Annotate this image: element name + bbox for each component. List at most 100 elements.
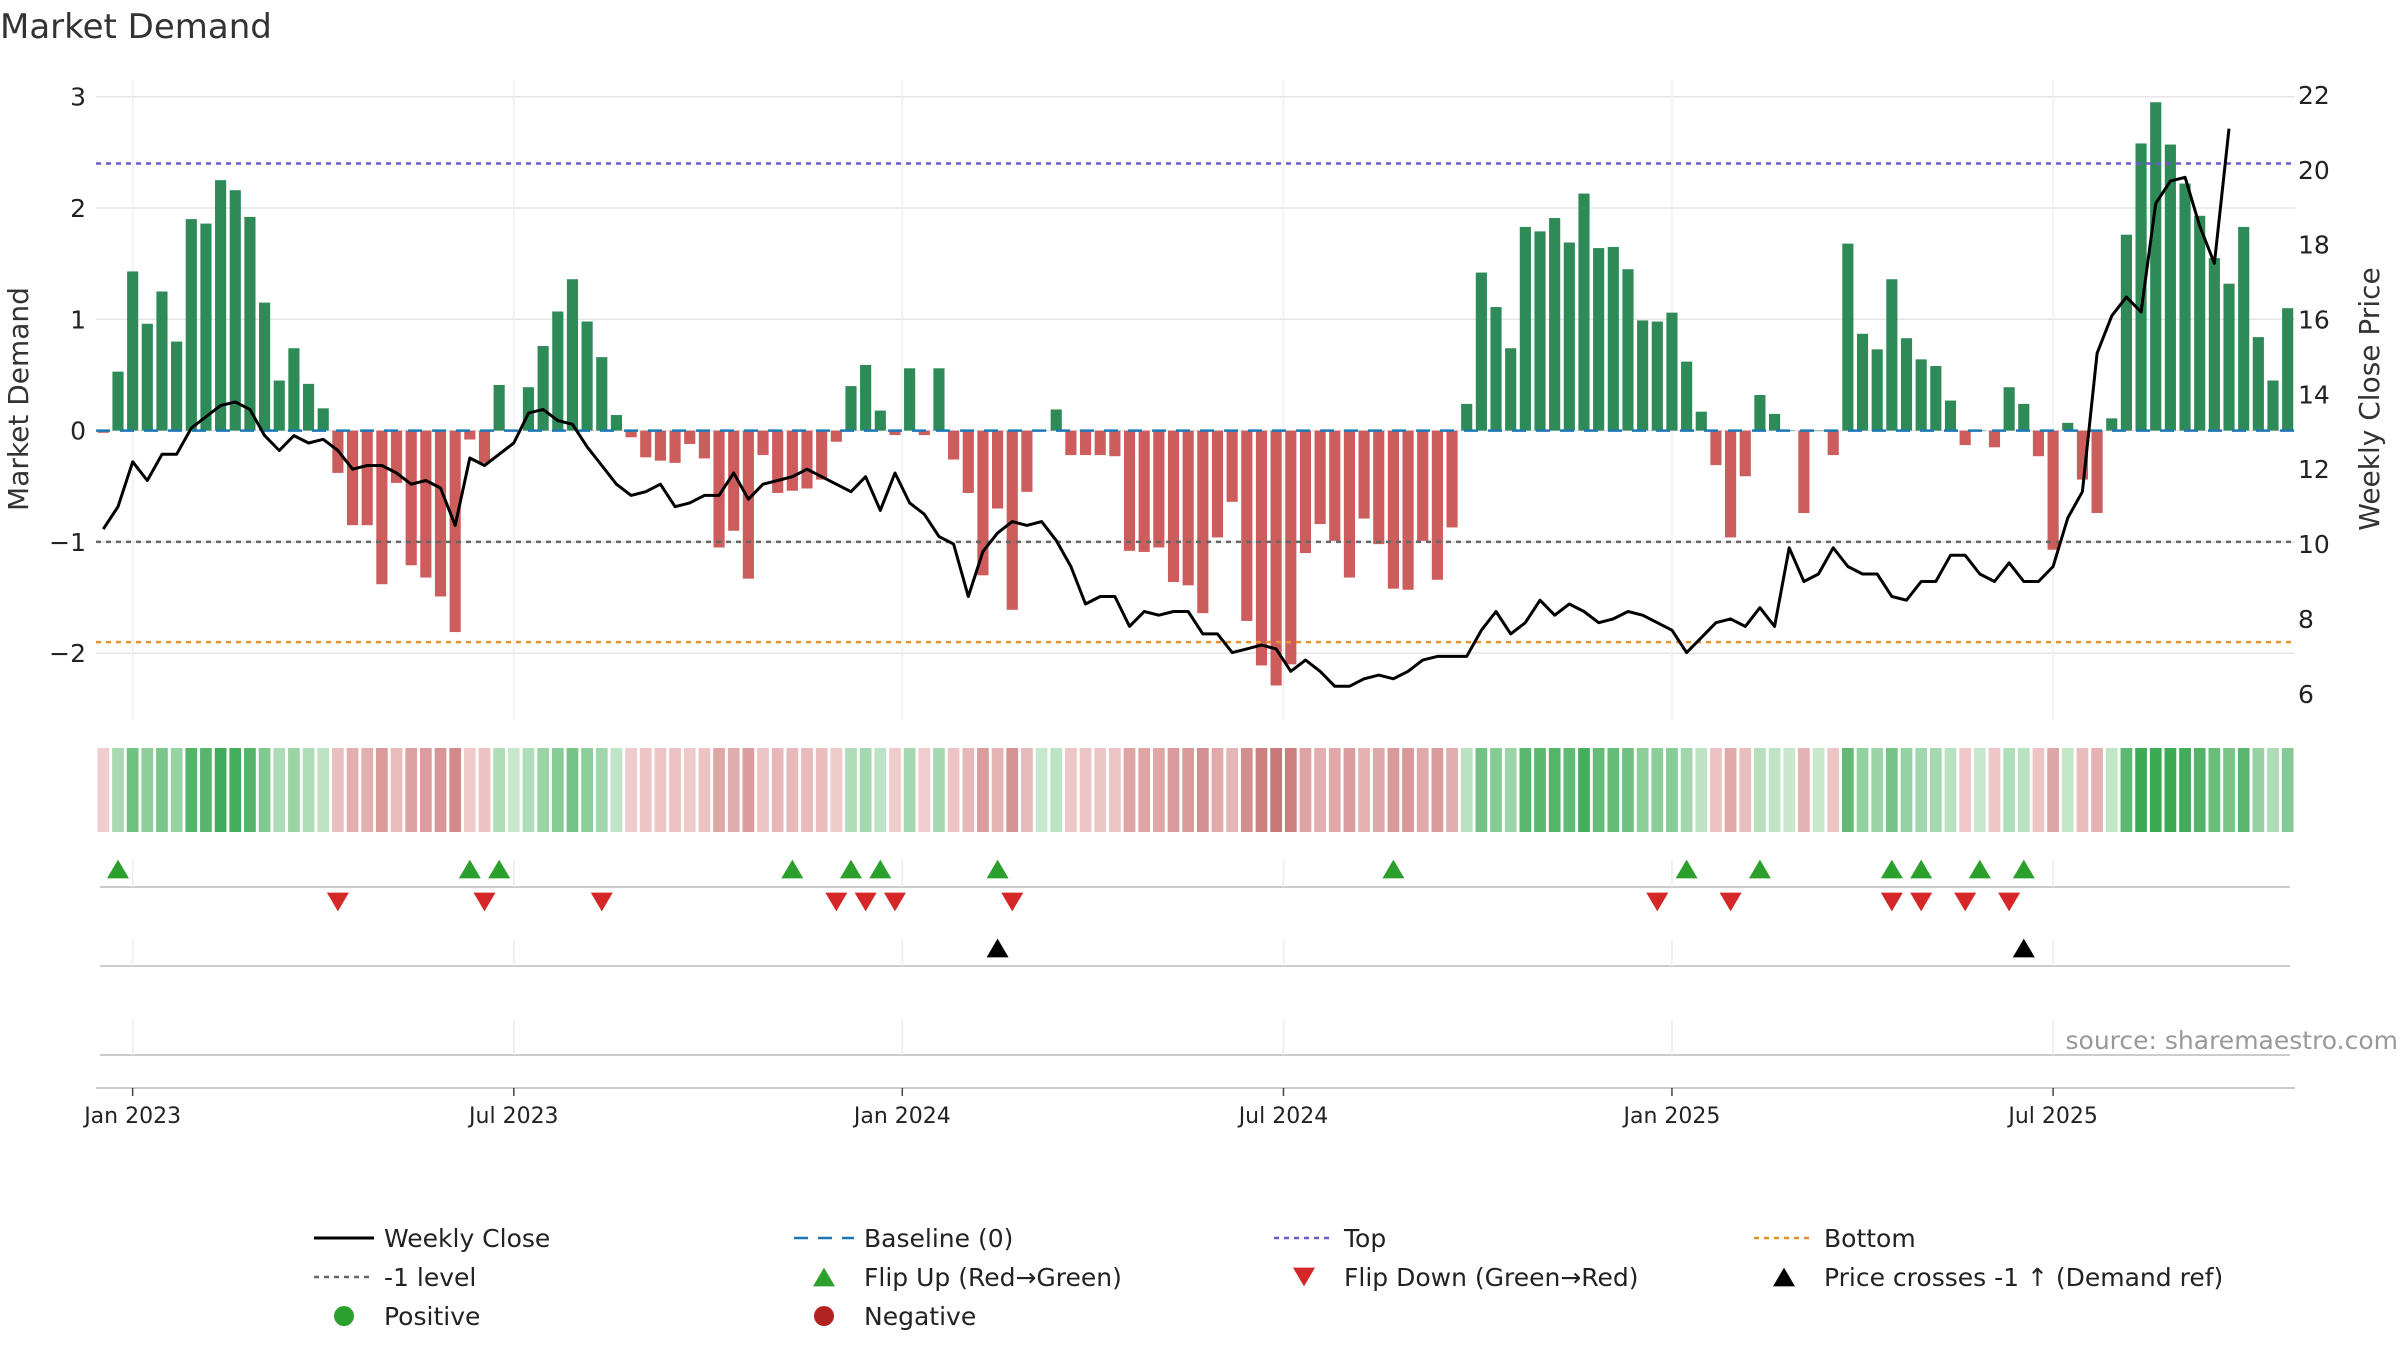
demand-bar (1211, 430, 1224, 538)
heat-cell (771, 748, 784, 832)
legend-label: -1 level (384, 1263, 476, 1292)
demand-bar (933, 368, 945, 431)
heat-cell (493, 748, 506, 832)
demand-bar (1651, 321, 1663, 431)
demand-bar (2062, 422, 2074, 431)
heat-cell (1079, 748, 1092, 832)
heat-cell (801, 748, 813, 832)
heat-cell (2281, 748, 2294, 832)
heat-cell (214, 748, 227, 832)
heat-cell (1475, 748, 1488, 832)
demand-bar (1593, 248, 1605, 431)
heat-cell (537, 748, 549, 832)
heat-cell (2105, 748, 2118, 832)
demand-bar (772, 430, 784, 493)
demand-bar (1856, 333, 1869, 431)
heat-cell (551, 748, 564, 832)
flip-up-marker (458, 859, 481, 879)
demand-bar (1827, 430, 1839, 456)
demand-bar (1886, 279, 1898, 431)
demand-bar (1666, 312, 1678, 431)
heat-cell (1006, 748, 1019, 832)
flip-down-marker (326, 892, 349, 912)
heat-cell (1284, 748, 1297, 832)
heat-cell (757, 748, 769, 832)
demand-bar (1153, 430, 1165, 548)
heat-cell (1021, 748, 1033, 832)
flip-down-marker (854, 892, 877, 912)
demand-bar (801, 430, 813, 489)
heat-cell (229, 748, 242, 832)
heat-cell (317, 748, 330, 832)
heat-cell (581, 748, 593, 832)
flip-up-marker (1880, 859, 1903, 879)
legend-circle-icon (334, 1306, 354, 1326)
x-tick-label: Jul 2023 (467, 1104, 559, 1129)
heat-cell (595, 748, 608, 832)
heat-cell (947, 748, 960, 832)
legend-triangle-up-icon (813, 1267, 835, 1287)
demand-bar (874, 410, 886, 431)
demand-bar (2091, 430, 2103, 513)
heat-cell (625, 748, 637, 832)
heat-cell (1226, 748, 1239, 832)
legend-triangle-down-icon (1293, 1267, 1315, 1287)
demand-bar (1768, 413, 1781, 431)
heat-cell (1050, 748, 1063, 832)
chart-title: Market Demand (0, 7, 272, 47)
demand-bar (1358, 430, 1370, 519)
demand-bar (1681, 361, 1693, 431)
demand-bar (2223, 283, 2235, 431)
heat-cell (1768, 748, 1781, 832)
heat-cell (1519, 748, 1532, 832)
heat-cell (1724, 748, 1737, 832)
demand-bar (1329, 430, 1341, 541)
y-tick-label: −2 (49, 639, 86, 668)
flip-down-marker (1954, 892, 1977, 912)
demand-bar (2252, 337, 2264, 431)
y2-axis-label: Weekly Close Price (2353, 267, 2386, 530)
heat-cell (1534, 748, 1546, 832)
x-tick-label: Jul 2024 (1237, 1104, 1329, 1129)
heat-cell (1343, 748, 1356, 832)
demand-bar (918, 430, 930, 436)
demand-bar (1710, 430, 1722, 466)
flip-up-marker (1968, 859, 1991, 879)
demand-bar (1519, 226, 1531, 431)
demand-bar (830, 430, 842, 442)
demand-bar (1534, 231, 1546, 431)
y2-tick-label: 20 (2298, 156, 2330, 185)
flip-up-marker (839, 859, 862, 879)
demand-bar (376, 430, 388, 585)
heat-cell (1651, 748, 1664, 832)
heat-cell (1783, 748, 1796, 832)
heat-cell (1035, 748, 1048, 832)
heat-cell (991, 748, 1004, 832)
demand-bar (1475, 272, 1487, 431)
y2-tick-label: 8 (2298, 605, 2314, 634)
heat-cell (2267, 748, 2279, 832)
heat-cell (361, 748, 374, 832)
demand-bar (1314, 430, 1326, 525)
demand-bar (1050, 409, 1062, 431)
legend-item: Price crosses -1 ↑ (Demand ref) (1773, 1263, 2223, 1292)
heat-cell (669, 748, 681, 832)
flip-down-marker (1001, 892, 1024, 912)
heat-cell (1167, 748, 1180, 832)
x-tick-label: Jan 2025 (1621, 1104, 1720, 1129)
demand-bar (361, 430, 373, 526)
heat-cell (390, 748, 403, 832)
demand-bar (390, 430, 403, 483)
flip-up-marker (869, 859, 892, 879)
demand-bar (596, 357, 608, 431)
heat-cell (141, 748, 154, 832)
x-tick-label: Jan 2023 (82, 1104, 181, 1129)
demand-bar (1387, 430, 1399, 589)
x-tick-label: Jul 2025 (2006, 1104, 2098, 1129)
demand-bar (1959, 430, 1971, 446)
legend-triangle-up-icon (1773, 1267, 1795, 1287)
demand-bar (464, 430, 476, 440)
heat-cell (1856, 748, 1869, 832)
demand-bar (185, 219, 197, 431)
heat-cell (2164, 748, 2177, 832)
